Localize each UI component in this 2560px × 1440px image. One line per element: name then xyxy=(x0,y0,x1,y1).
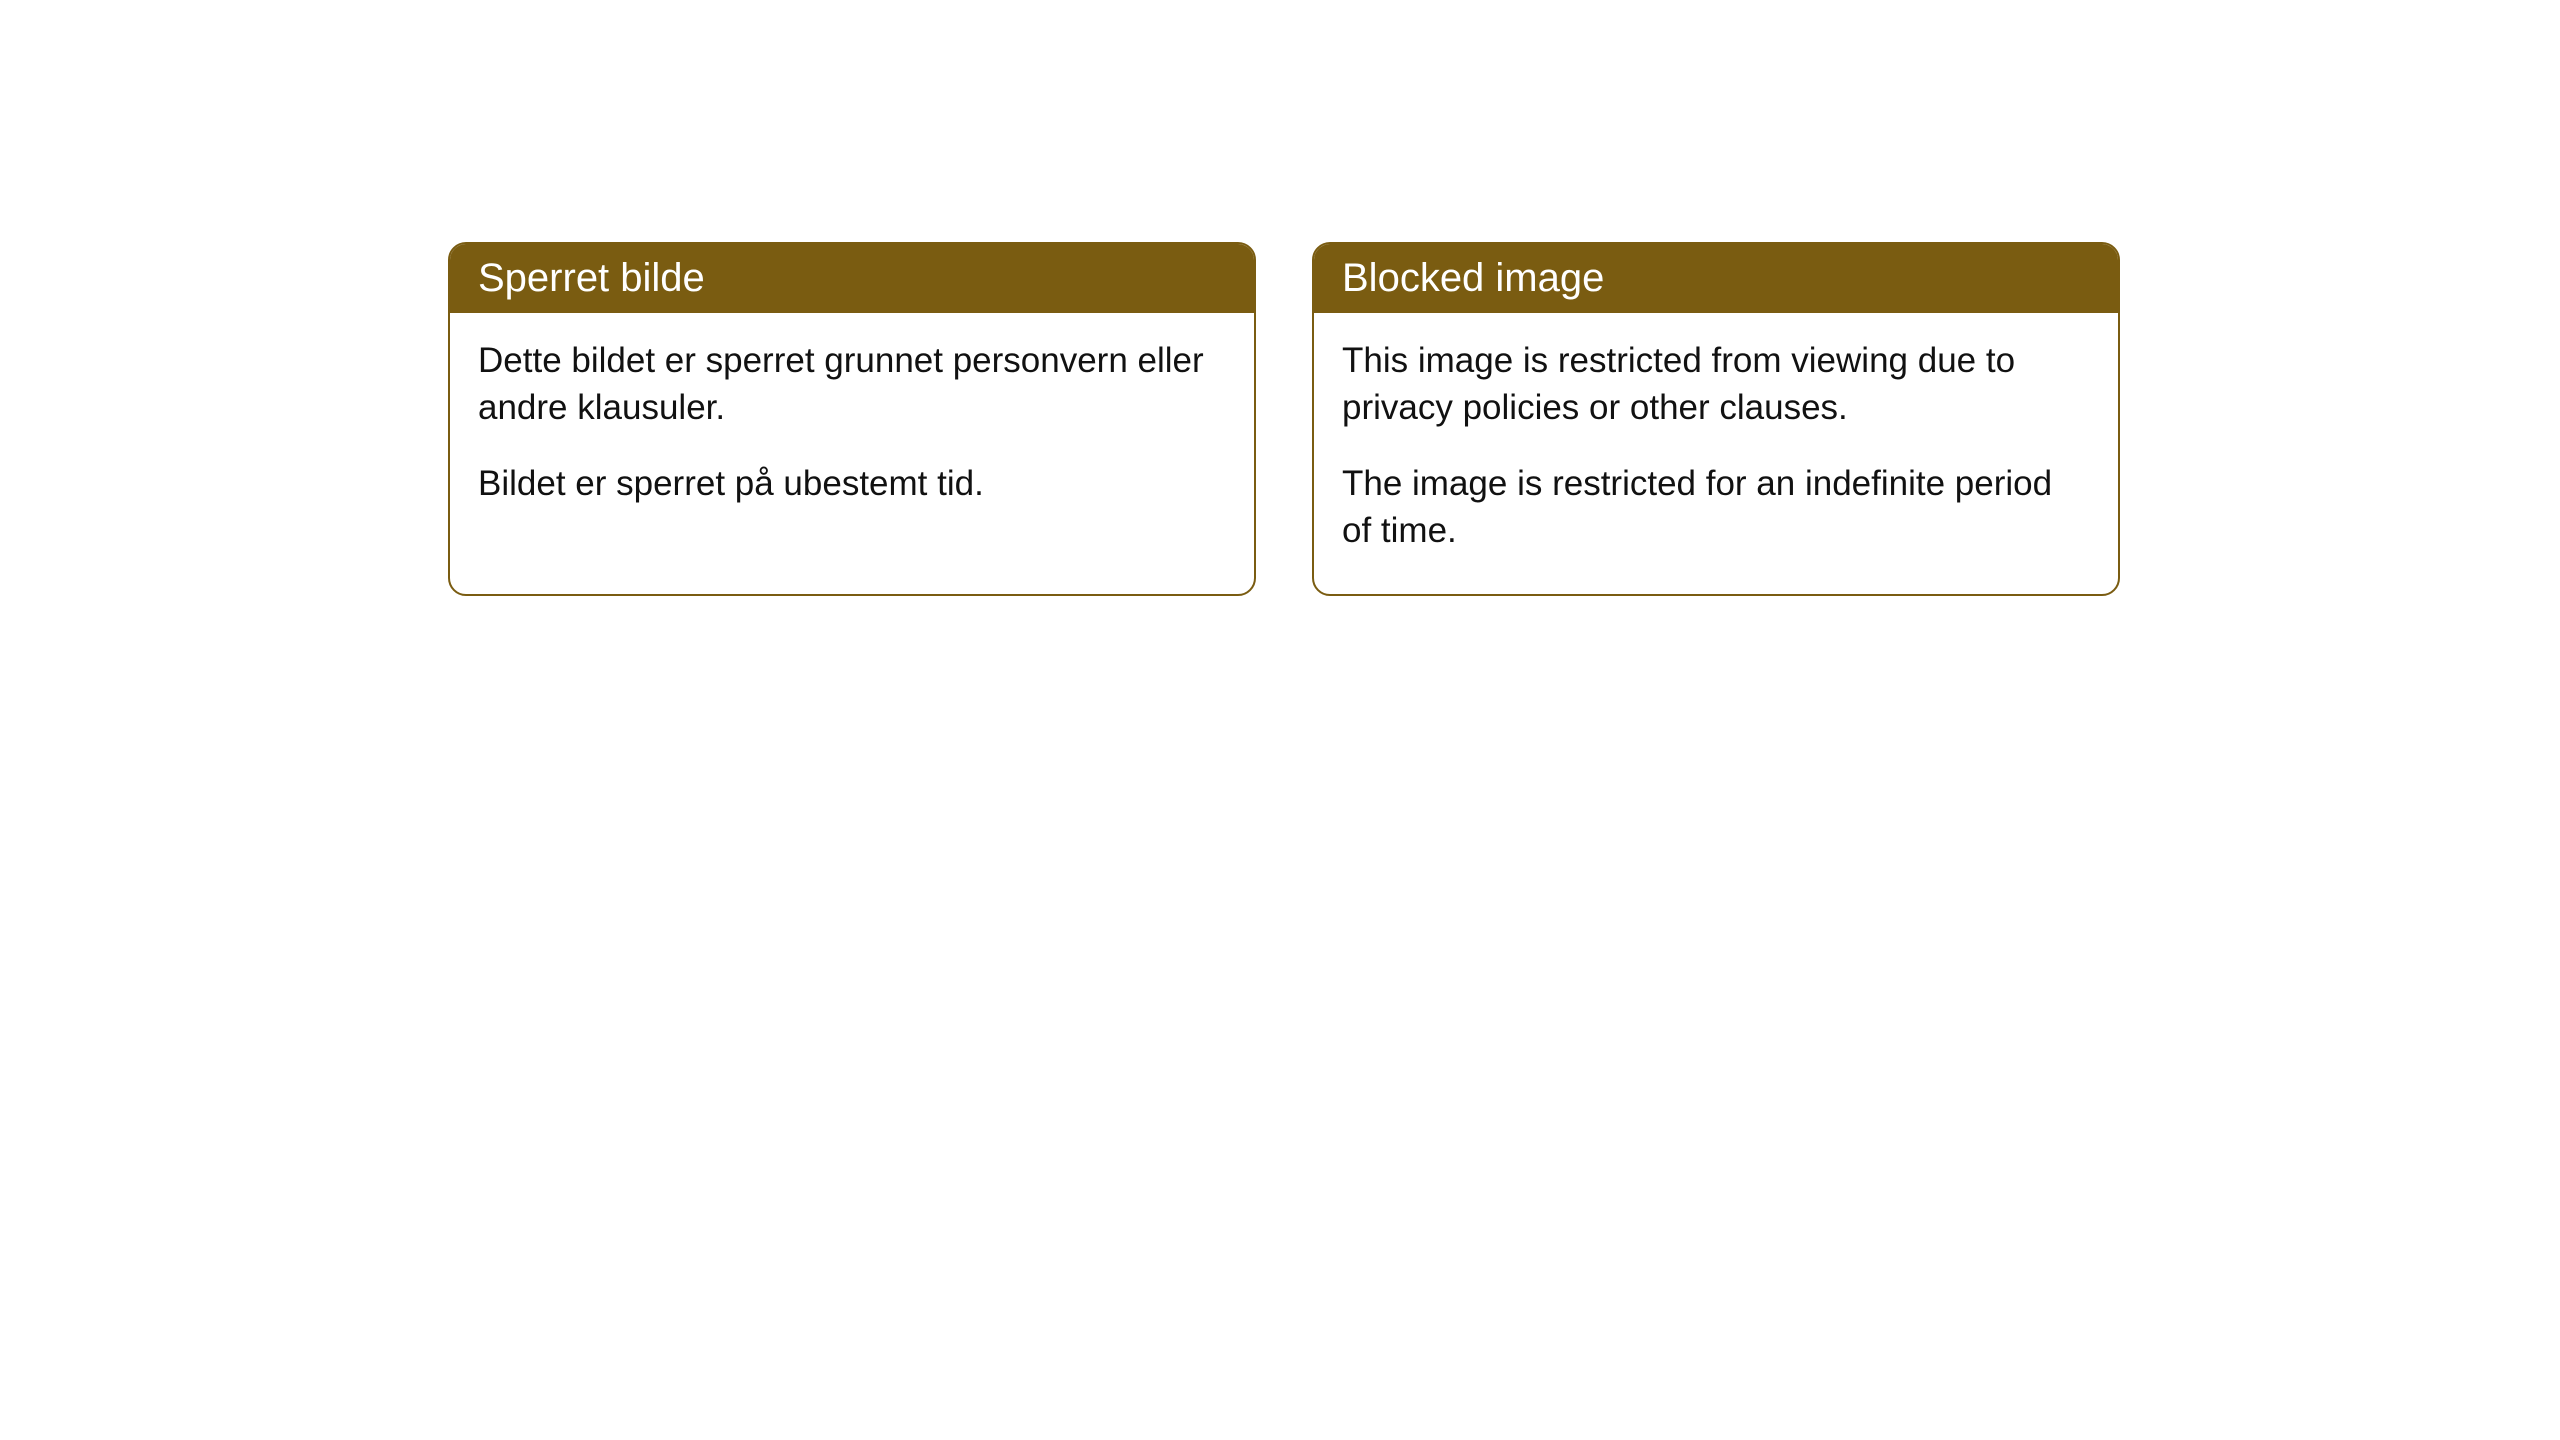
notice-container: Sperret bilde Dette bildet er sperret gr… xyxy=(0,0,2560,596)
card-body-norwegian: Dette bildet er sperret grunnet personve… xyxy=(450,313,1254,547)
card-header-english: Blocked image xyxy=(1314,244,2118,313)
card-header-norwegian: Sperret bilde xyxy=(450,244,1254,313)
notice-card-norwegian: Sperret bilde Dette bildet er sperret gr… xyxy=(448,242,1256,596)
card-paragraph: Bildet er sperret på ubestemt tid. xyxy=(478,460,1226,507)
card-body-english: This image is restricted from viewing du… xyxy=(1314,313,2118,594)
card-title: Sperret bilde xyxy=(478,256,705,300)
notice-card-english: Blocked image This image is restricted f… xyxy=(1312,242,2120,596)
card-title: Blocked image xyxy=(1342,256,1604,300)
card-paragraph: Dette bildet er sperret grunnet personve… xyxy=(478,337,1226,432)
card-paragraph: The image is restricted for an indefinit… xyxy=(1342,460,2090,555)
card-paragraph: This image is restricted from viewing du… xyxy=(1342,337,2090,432)
